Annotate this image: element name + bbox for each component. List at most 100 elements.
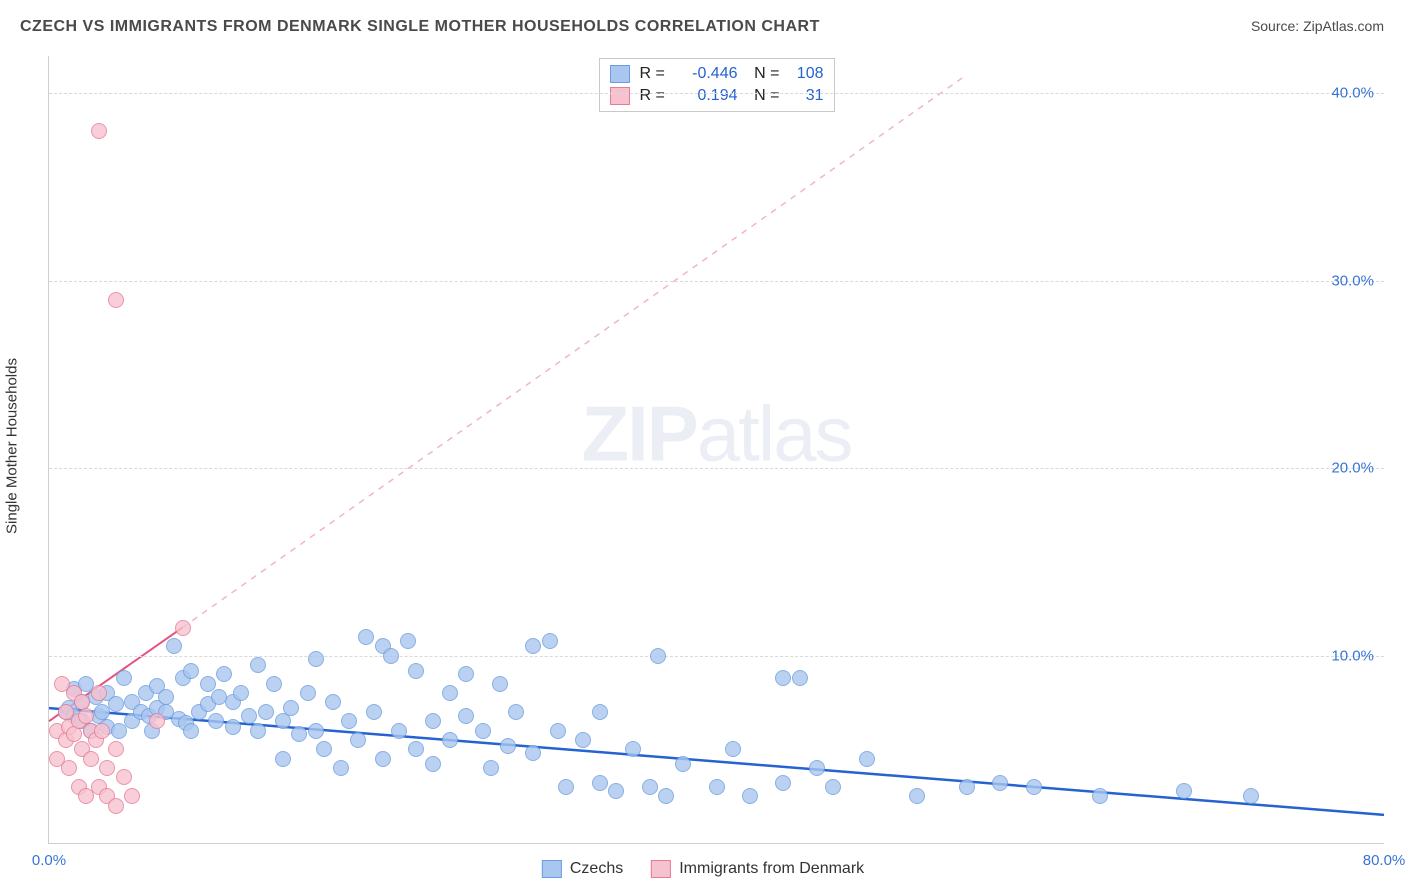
- y-tick-label: 40.0%: [1331, 85, 1374, 102]
- scatter-point-czechs: [483, 760, 499, 776]
- scatter-point-czechs: [625, 741, 641, 757]
- scatter-point-czechs: [775, 670, 791, 686]
- scatter-point-czechs: [642, 779, 658, 795]
- scatter-point-czechs: [558, 779, 574, 795]
- scatter-point-denmark: [83, 751, 99, 767]
- scatter-point-czechs: [266, 676, 282, 692]
- scatter-point-czechs: [275, 751, 291, 767]
- scatter-point-czechs: [525, 638, 541, 654]
- scatter-point-czechs: [742, 788, 758, 804]
- scatter-point-czechs: [442, 685, 458, 701]
- stats-row: R =-0.446N =108: [610, 63, 824, 85]
- scatter-point-denmark: [108, 292, 124, 308]
- bottom-legend: Czechs Immigrants from Denmark: [542, 860, 864, 878]
- scatter-point-czechs: [350, 732, 366, 748]
- y-tick-label: 20.0%: [1331, 460, 1374, 477]
- stat-r-value: -0.446: [678, 63, 738, 85]
- scatter-point-czechs: [250, 657, 266, 673]
- legend-label: Czechs: [570, 860, 623, 878]
- scatter-point-czechs: [325, 694, 341, 710]
- scatter-point-czechs: [775, 775, 791, 791]
- legend-swatch: [610, 87, 630, 105]
- legend-swatch: [651, 860, 671, 878]
- legend-swatch: [610, 65, 630, 83]
- scatter-point-czechs: [183, 723, 199, 739]
- scatter-point-denmark: [94, 723, 110, 739]
- x-tick-label: 80.0%: [1363, 852, 1406, 869]
- scatter-point-czechs: [909, 788, 925, 804]
- scatter-point-czechs: [475, 723, 491, 739]
- scatter-point-czechs: [250, 723, 266, 739]
- scatter-point-denmark: [99, 760, 115, 776]
- stat-n-value: 108: [790, 63, 824, 85]
- scatter-point-czechs: [258, 704, 274, 720]
- scatter-point-czechs: [492, 676, 508, 692]
- scatter-point-czechs: [500, 738, 516, 754]
- scatter-point-czechs: [592, 704, 608, 720]
- scatter-point-czechs: [241, 708, 257, 724]
- watermark-bold: ZIP: [581, 389, 696, 477]
- scatter-point-czechs: [992, 775, 1008, 791]
- legend-item: Immigrants from Denmark: [651, 860, 864, 878]
- scatter-point-czechs: [316, 741, 332, 757]
- legend-label: Immigrants from Denmark: [679, 860, 864, 878]
- scatter-point-czechs: [675, 756, 691, 772]
- stat-r-value: 0.194: [678, 85, 738, 107]
- scatter-point-czechs: [216, 666, 232, 682]
- scatter-point-czechs: [1243, 788, 1259, 804]
- scatter-point-czechs: [408, 663, 424, 679]
- plot-area: ZIPatlas R =-0.446N =108R =0.194N =31 10…: [48, 56, 1384, 844]
- scatter-point-denmark: [78, 708, 94, 724]
- scatter-point-czechs: [425, 756, 441, 772]
- scatter-point-czechs: [308, 651, 324, 667]
- stats-box: R =-0.446N =108R =0.194N =31: [599, 58, 835, 112]
- y-tick-label: 10.0%: [1331, 647, 1374, 664]
- scatter-point-denmark: [124, 788, 140, 804]
- watermark-light: atlas: [697, 389, 852, 477]
- scatter-point-czechs: [550, 723, 566, 739]
- scatter-point-czechs: [383, 648, 399, 664]
- scatter-point-czechs: [108, 696, 124, 712]
- scatter-point-czechs: [959, 779, 975, 795]
- x-tick-label: 0.0%: [32, 852, 66, 869]
- scatter-point-denmark: [108, 741, 124, 757]
- scatter-point-czechs: [233, 685, 249, 701]
- stats-row: R =0.194N =31: [610, 85, 824, 107]
- scatter-point-czechs: [859, 751, 875, 767]
- stat-n-label: N =: [748, 85, 780, 107]
- scatter-point-czechs: [291, 726, 307, 742]
- scatter-point-czechs: [608, 783, 624, 799]
- scatter-point-czechs: [592, 775, 608, 791]
- scatter-point-czechs: [1092, 788, 1108, 804]
- y-tick-label: 30.0%: [1331, 272, 1374, 289]
- scatter-point-czechs: [341, 713, 357, 729]
- scatter-point-denmark: [149, 713, 165, 729]
- scatter-point-czechs: [308, 723, 324, 739]
- scatter-point-czechs: [116, 670, 132, 686]
- scatter-point-czechs: [158, 689, 174, 705]
- source-attribution: Source: ZipAtlas.com: [1251, 18, 1384, 34]
- scatter-point-czechs: [809, 760, 825, 776]
- trendline-dashed-denmark: [183, 75, 967, 628]
- legend-item: Czechs: [542, 860, 623, 878]
- scatter-point-czechs: [283, 700, 299, 716]
- scatter-point-czechs: [183, 663, 199, 679]
- y-axis-title: Single Mother Households: [4, 358, 21, 534]
- trendline-czechs: [49, 708, 1384, 815]
- scatter-point-denmark: [116, 769, 132, 785]
- scatter-point-czechs: [366, 704, 382, 720]
- legend-swatch: [542, 860, 562, 878]
- scatter-point-czechs: [508, 704, 524, 720]
- scatter-point-czechs: [425, 713, 441, 729]
- scatter-point-czechs: [358, 629, 374, 645]
- scatter-point-czechs: [525, 745, 541, 761]
- scatter-point-denmark: [175, 620, 191, 636]
- scatter-point-czechs: [542, 633, 558, 649]
- scatter-point-denmark: [61, 760, 77, 776]
- scatter-point-czechs: [408, 741, 424, 757]
- gridline-h: [49, 468, 1384, 469]
- scatter-point-czechs: [575, 732, 591, 748]
- scatter-point-czechs: [375, 751, 391, 767]
- scatter-point-czechs: [442, 732, 458, 748]
- scatter-point-czechs: [400, 633, 416, 649]
